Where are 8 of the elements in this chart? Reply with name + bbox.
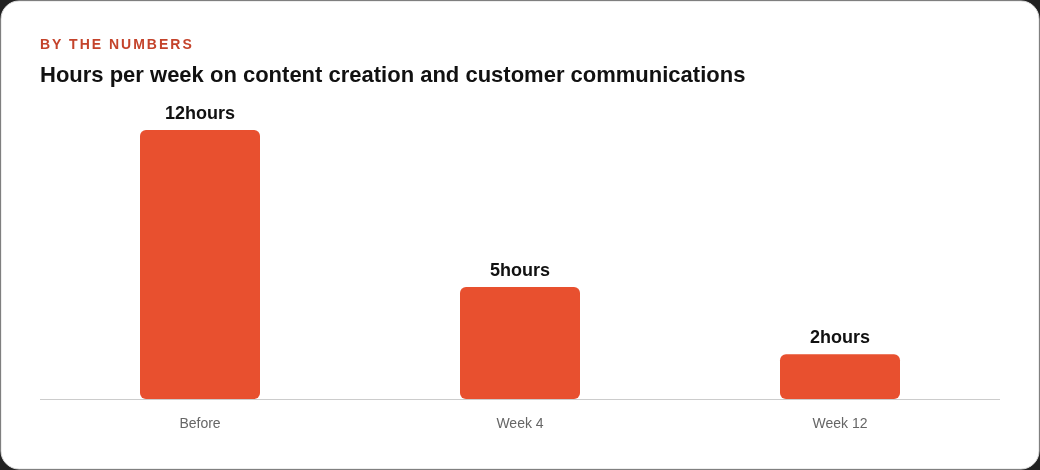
x-tick-label: Week 4	[496, 415, 544, 431]
chart-subtitle: BY THE NUMBERS	[40, 36, 194, 52]
data-label: 2hours	[809, 327, 871, 348]
x-tick-label: Week 12	[812, 415, 868, 431]
data-label: 5hours	[489, 259, 551, 280]
data-label: 12hours	[164, 103, 236, 123]
chart-title: Hours per week on content creation and customer communications	[40, 62, 746, 87]
x-tick-label: Before	[179, 415, 221, 431]
